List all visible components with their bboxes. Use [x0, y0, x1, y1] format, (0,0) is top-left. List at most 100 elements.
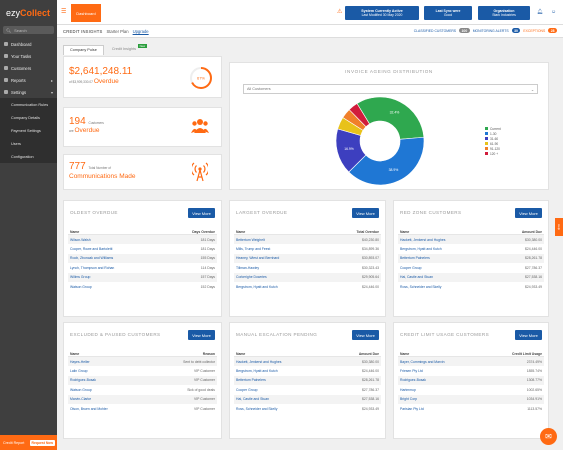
table-row[interactable]: Bergstrom, Hyatt and Kutch $24,446.00 — [234, 282, 381, 291]
table-row[interactable]: Corkerighe Downtes $29,905.64 — [234, 272, 381, 282]
table-row[interactable]: Mills, Trump and Feest $34,899.36 — [234, 244, 381, 253]
customer-name-link[interactable]: Watson Group — [70, 284, 92, 289]
customer-name-link[interactable]: Bergstrom, Hyatt and Kutch — [400, 247, 442, 252]
sidebar-item-reports[interactable]: Reports ▸ — [0, 74, 57, 86]
sidebar-item-dashboard[interactable]: Dashboard — [0, 38, 57, 50]
table-row[interactable]: Friesen Pty Ltd 1855.74% — [398, 366, 544, 375]
table-row[interactable]: Lynch, Thompson and Rohan 114 Days — [68, 263, 217, 272]
view-more-button[interactable]: View More — [515, 330, 542, 340]
table-row[interactable]: Marvin-Clarke VIP Customer — [68, 394, 217, 404]
customer-name-link[interactable]: Bettertum Palnelers — [236, 378, 266, 383]
table-row[interactable]: Hai, Castle and Stuan $27,538.16 — [234, 394, 381, 404]
customer-name-link[interactable]: Hai, Castle and Stuan — [236, 397, 269, 402]
table-row[interactable]: Roob, Zboncak and Williams 155 Days — [68, 253, 217, 264]
customer-name-link[interactable]: Friesen Pty Ltd — [400, 369, 423, 374]
table-row[interactable]: Parisian Pty Ltd 1113.57% — [398, 404, 544, 413]
legend-item-3[interactable]: 61-90 — [485, 142, 501, 147]
customer-name-link[interactable]: Wilson-Walsh — [70, 237, 91, 242]
customer-name-link[interactable]: Hayes-Heller — [70, 359, 90, 364]
monitoring-label[interactable]: MONITORING ALERTS — [472, 28, 509, 33]
table-row[interactable]: Wilson-Walsh 181 Days — [68, 235, 217, 245]
table-row[interactable]: Hayes-Heller Sent to debt collector — [68, 357, 217, 367]
sidebar-item-customers[interactable]: Customers — [0, 62, 57, 74]
customer-name-link[interactable]: Ross, Schneider and Skelly — [400, 284, 442, 289]
table-row[interactable]: Hackett, Jenkerst and Hughes $30,380.00 — [234, 357, 381, 367]
table-row[interactable]: Bergstrom, Hyatt and Kutch $24,446.00 — [398, 244, 544, 253]
legend-item-0[interactable]: Current — [485, 127, 501, 132]
table-row[interactable]: Bettertum Palnelers $28,261.78 — [234, 375, 381, 386]
customer-name-link[interactable]: Lynch, Thompson and Rohan — [70, 265, 115, 270]
customer-name-link[interactable]: Bergstrom, Hyatt and Kutch — [236, 284, 278, 289]
customer-name-link[interactable]: Marvin-Clarke — [70, 397, 92, 402]
tab-credit-insights[interactable]: Credit InsightsNew — [106, 44, 153, 55]
customer-name-link[interactable]: Cooper, Rowe and Bartoletti — [70, 247, 113, 252]
table-row[interactable]: Hartmmup 1002.65% — [398, 385, 544, 394]
chat-icon[interactable]: ✉ — [540, 428, 557, 445]
customer-name-link[interactable]: Bettertum Palnelers — [400, 256, 430, 261]
table-row[interactable]: Bettertum Weighelt $40,230.80 — [234, 235, 381, 245]
table-row[interactable]: Willms Group 157 Days — [68, 272, 217, 282]
sidebar-item-tasks[interactable]: Your Tasks — [0, 50, 57, 62]
table-row[interactable]: Bettertum Palnelers $28,261.78 — [398, 253, 544, 264]
table-row[interactable]: Cooper Group $27,786.37 — [398, 263, 544, 272]
view-more-button[interactable]: View More — [188, 330, 215, 340]
customer-name-link[interactable]: Bright Corp — [400, 397, 418, 402]
subitem-communication-rules[interactable]: Communication Rules — [11, 102, 49, 107]
customer-name-link[interactable]: Hai, Castle and Stuan — [400, 275, 433, 280]
table-row[interactable]: Bergstrom, Hyatt and Kutch $24,446.00 — [234, 366, 381, 375]
customer-name-link[interactable]: Bettertum Weighelt — [236, 237, 265, 242]
sidebar-item-settings[interactable]: Settings ▾ — [0, 86, 57, 98]
donut-slice-5[interactable] — [348, 103, 370, 128]
table-row[interactable]: Watson Group 152 Days — [68, 282, 217, 291]
customer-name-link[interactable]: Heaney, Wiest and Bernhard — [236, 256, 280, 261]
customer-filter-dropdown[interactable]: All Customers ⌄ — [243, 84, 538, 94]
table-row[interactable]: Lalin Group VIP Customer — [68, 366, 217, 375]
subitem-users[interactable]: Users — [11, 141, 21, 146]
subitem-company-details[interactable]: Company Details — [11, 115, 40, 120]
customer-name-link[interactable]: Hackett, Jenkerst and Hughes — [400, 237, 446, 242]
subitem-payment-settings[interactable]: Payment Settings — [11, 128, 41, 133]
notification-bell-icon[interactable]: 🔔︎ — [537, 9, 544, 15]
customer-name-link[interactable]: Rodriguez-Bosak — [70, 378, 97, 383]
table-row[interactable]: Cooper, Rowe and Bartoletti 181 Days — [68, 244, 217, 253]
upgrade-link[interactable]: Upgrade — [132, 28, 149, 34]
table-row[interactable]: Hackett, Jenkerst and Hughes $30,380.00 — [398, 235, 544, 245]
customer-name-link[interactable]: Ross, Schneider and Skelly — [236, 406, 278, 411]
customer-name-link[interactable]: Hackett, Jenkerst and Hughes — [236, 359, 282, 364]
customer-name-link[interactable]: Lalin Group — [70, 369, 88, 374]
customer-name-link[interactable]: Roob, Zboncak and Williams — [70, 256, 114, 261]
customer-name-link[interactable]: Rodriguez-Bosak — [400, 378, 427, 383]
tab-company-pulse[interactable]: Company Pulse — [63, 45, 104, 55]
dashboard-tab[interactable]: Dashboard — [71, 4, 101, 22]
donut-slice-0[interactable] — [356, 96, 425, 140]
table-row[interactable]: Heaney, Wiest and Bernhard $30,893.07 — [234, 253, 381, 264]
sidebar-search[interactable]: 🔍︎ Search — [3, 26, 54, 34]
user-icon[interactable]: ☺ — [551, 9, 557, 15]
table-row[interactable]: Ross, Schneider and Skelly $24,933.49 — [234, 404, 381, 413]
customer-name-link[interactable]: Olson, Bruen and Mohler — [70, 406, 108, 411]
customer-name-link[interactable]: Bayer, Cummings and Marvin — [400, 359, 445, 364]
view-more-button[interactable]: View More — [188, 208, 215, 218]
customer-name-link[interactable]: Hartmmup — [400, 387, 416, 392]
menu-icon[interactable]: ☰ — [61, 9, 67, 15]
table-row[interactable]: Watson Group Sick of good deals — [68, 385, 217, 394]
table-row[interactable]: Olson, Bruen and Mohler VIP Customer — [68, 404, 217, 413]
table-row[interactable]: Bright Corp 1034.91% — [398, 394, 544, 404]
customer-name-link[interactable]: Watson Group — [70, 387, 92, 392]
table-row[interactable]: Ross, Schneider and Skelly $24,933.49 — [398, 282, 544, 291]
request-now-button[interactable]: Request Now — [29, 439, 55, 446]
organisation-selector[interactable]: Organisation Stark Industries — [478, 6, 530, 20]
subitem-configuration[interactable]: Configuration — [11, 154, 34, 159]
table-row[interactable]: Tillman-Hawley $30,323.43 — [234, 263, 381, 272]
view-more-button[interactable]: View More — [352, 330, 379, 340]
table-row[interactable]: Cooper Group $27,786.37 — [234, 385, 381, 394]
table-row[interactable]: Hai, Castle and Stuan $27,538.16 — [398, 272, 544, 282]
customer-name-link[interactable]: Parisian Pty Ltd — [400, 406, 424, 411]
alert-icon[interactable]: ⚠ — [337, 9, 343, 15]
table-row[interactable]: Rodriguez-Bosak VIP Customer — [68, 375, 217, 386]
help-tab[interactable]: Help — [555, 218, 563, 236]
legend-item-4[interactable]: 91-120 — [485, 147, 501, 152]
customer-name-link[interactable]: Willms Group — [70, 275, 91, 280]
legend-item-2[interactable]: 31-60 — [485, 137, 501, 142]
customer-name-link[interactable]: Tillman-Hawley — [236, 265, 260, 270]
